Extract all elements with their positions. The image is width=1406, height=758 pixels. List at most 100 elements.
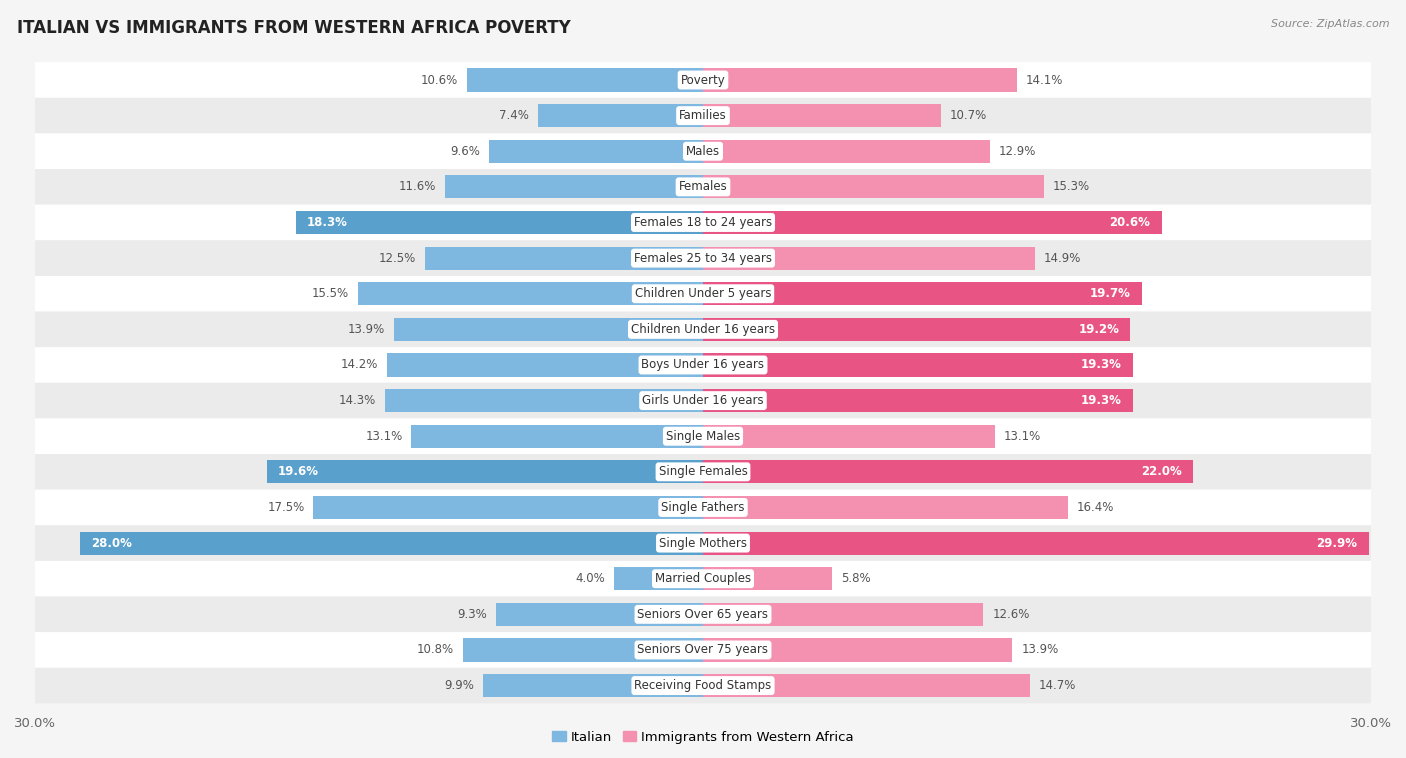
Text: Females: Females [679, 180, 727, 193]
Text: 17.5%: 17.5% [267, 501, 305, 514]
Bar [703, 638, 1012, 662]
Bar [467, 68, 703, 92]
Text: 29.9%: 29.9% [1316, 537, 1357, 550]
Text: 15.3%: 15.3% [1053, 180, 1090, 193]
Text: 15.5%: 15.5% [312, 287, 349, 300]
Text: 9.6%: 9.6% [450, 145, 481, 158]
Bar [359, 282, 703, 305]
FancyBboxPatch shape [0, 205, 1406, 240]
FancyBboxPatch shape [0, 525, 1406, 561]
Text: Single Fathers: Single Fathers [661, 501, 745, 514]
Text: Children Under 5 years: Children Under 5 years [634, 287, 772, 300]
Bar [425, 246, 703, 270]
FancyBboxPatch shape [0, 454, 1406, 490]
FancyBboxPatch shape [0, 312, 1406, 347]
FancyBboxPatch shape [0, 240, 1406, 276]
Text: 10.8%: 10.8% [416, 644, 454, 656]
Bar [703, 68, 1017, 92]
Text: 28.0%: 28.0% [91, 537, 132, 550]
Bar [482, 674, 703, 697]
Bar [703, 318, 1130, 341]
FancyBboxPatch shape [0, 597, 1406, 632]
Text: 19.2%: 19.2% [1078, 323, 1119, 336]
Bar [614, 567, 703, 590]
Text: 12.6%: 12.6% [993, 608, 1029, 621]
Bar [703, 424, 994, 448]
Text: Boys Under 16 years: Boys Under 16 years [641, 359, 765, 371]
Bar [463, 638, 703, 662]
Text: 22.0%: 22.0% [1140, 465, 1181, 478]
Text: 5.8%: 5.8% [841, 572, 870, 585]
Bar [703, 246, 1035, 270]
Bar [387, 353, 703, 377]
Bar [385, 389, 703, 412]
Text: 14.2%: 14.2% [340, 359, 378, 371]
Bar [496, 603, 703, 626]
Text: 9.9%: 9.9% [444, 679, 474, 692]
Bar [703, 282, 1142, 305]
Text: Children Under 16 years: Children Under 16 years [631, 323, 775, 336]
Text: Single Mothers: Single Mothers [659, 537, 747, 550]
Text: 19.7%: 19.7% [1090, 287, 1130, 300]
Bar [703, 603, 983, 626]
Text: Single Males: Single Males [666, 430, 740, 443]
Text: Poverty: Poverty [681, 74, 725, 86]
Text: 13.9%: 13.9% [1021, 644, 1059, 656]
FancyBboxPatch shape [0, 133, 1406, 169]
Text: 13.1%: 13.1% [366, 430, 402, 443]
Text: Seniors Over 65 years: Seniors Over 65 years [637, 608, 769, 621]
Bar [412, 424, 703, 448]
FancyBboxPatch shape [0, 632, 1406, 668]
Text: Females 25 to 34 years: Females 25 to 34 years [634, 252, 772, 265]
Bar [703, 139, 990, 163]
FancyBboxPatch shape [0, 169, 1406, 205]
FancyBboxPatch shape [0, 561, 1406, 597]
Text: 12.9%: 12.9% [1000, 145, 1036, 158]
Bar [703, 175, 1043, 199]
Text: 14.1%: 14.1% [1026, 74, 1063, 86]
FancyBboxPatch shape [0, 98, 1406, 133]
Bar [703, 389, 1133, 412]
Text: ITALIAN VS IMMIGRANTS FROM WESTERN AFRICA POVERTY: ITALIAN VS IMMIGRANTS FROM WESTERN AFRIC… [17, 19, 571, 37]
Text: 12.5%: 12.5% [378, 252, 416, 265]
Bar [295, 211, 703, 234]
Text: 13.1%: 13.1% [1004, 430, 1040, 443]
Bar [703, 674, 1031, 697]
FancyBboxPatch shape [0, 490, 1406, 525]
Text: Seniors Over 75 years: Seniors Over 75 years [637, 644, 769, 656]
Text: Receiving Food Stamps: Receiving Food Stamps [634, 679, 772, 692]
Bar [703, 211, 1161, 234]
Text: 20.6%: 20.6% [1109, 216, 1150, 229]
Bar [538, 104, 703, 127]
Bar [703, 460, 1192, 484]
Bar [703, 353, 1133, 377]
Bar [703, 567, 832, 590]
Text: Girls Under 16 years: Girls Under 16 years [643, 394, 763, 407]
Text: 13.9%: 13.9% [347, 323, 385, 336]
Text: 9.3%: 9.3% [457, 608, 486, 621]
Text: 11.6%: 11.6% [398, 180, 436, 193]
Bar [489, 139, 703, 163]
FancyBboxPatch shape [0, 418, 1406, 454]
Text: 10.6%: 10.6% [420, 74, 458, 86]
Text: 19.3%: 19.3% [1081, 359, 1122, 371]
Text: Single Females: Single Females [658, 465, 748, 478]
FancyBboxPatch shape [0, 62, 1406, 98]
Text: Females 18 to 24 years: Females 18 to 24 years [634, 216, 772, 229]
Bar [394, 318, 703, 341]
FancyBboxPatch shape [0, 383, 1406, 418]
Text: 14.9%: 14.9% [1043, 252, 1081, 265]
Bar [314, 496, 703, 519]
Text: 14.3%: 14.3% [339, 394, 375, 407]
Bar [703, 531, 1368, 555]
FancyBboxPatch shape [0, 276, 1406, 312]
Bar [80, 531, 703, 555]
Text: 4.0%: 4.0% [575, 572, 605, 585]
Bar [703, 496, 1069, 519]
Text: Source: ZipAtlas.com: Source: ZipAtlas.com [1271, 19, 1389, 29]
FancyBboxPatch shape [0, 347, 1406, 383]
Text: 19.3%: 19.3% [1081, 394, 1122, 407]
Text: Married Couples: Married Couples [655, 572, 751, 585]
Text: Males: Males [686, 145, 720, 158]
Text: Families: Families [679, 109, 727, 122]
